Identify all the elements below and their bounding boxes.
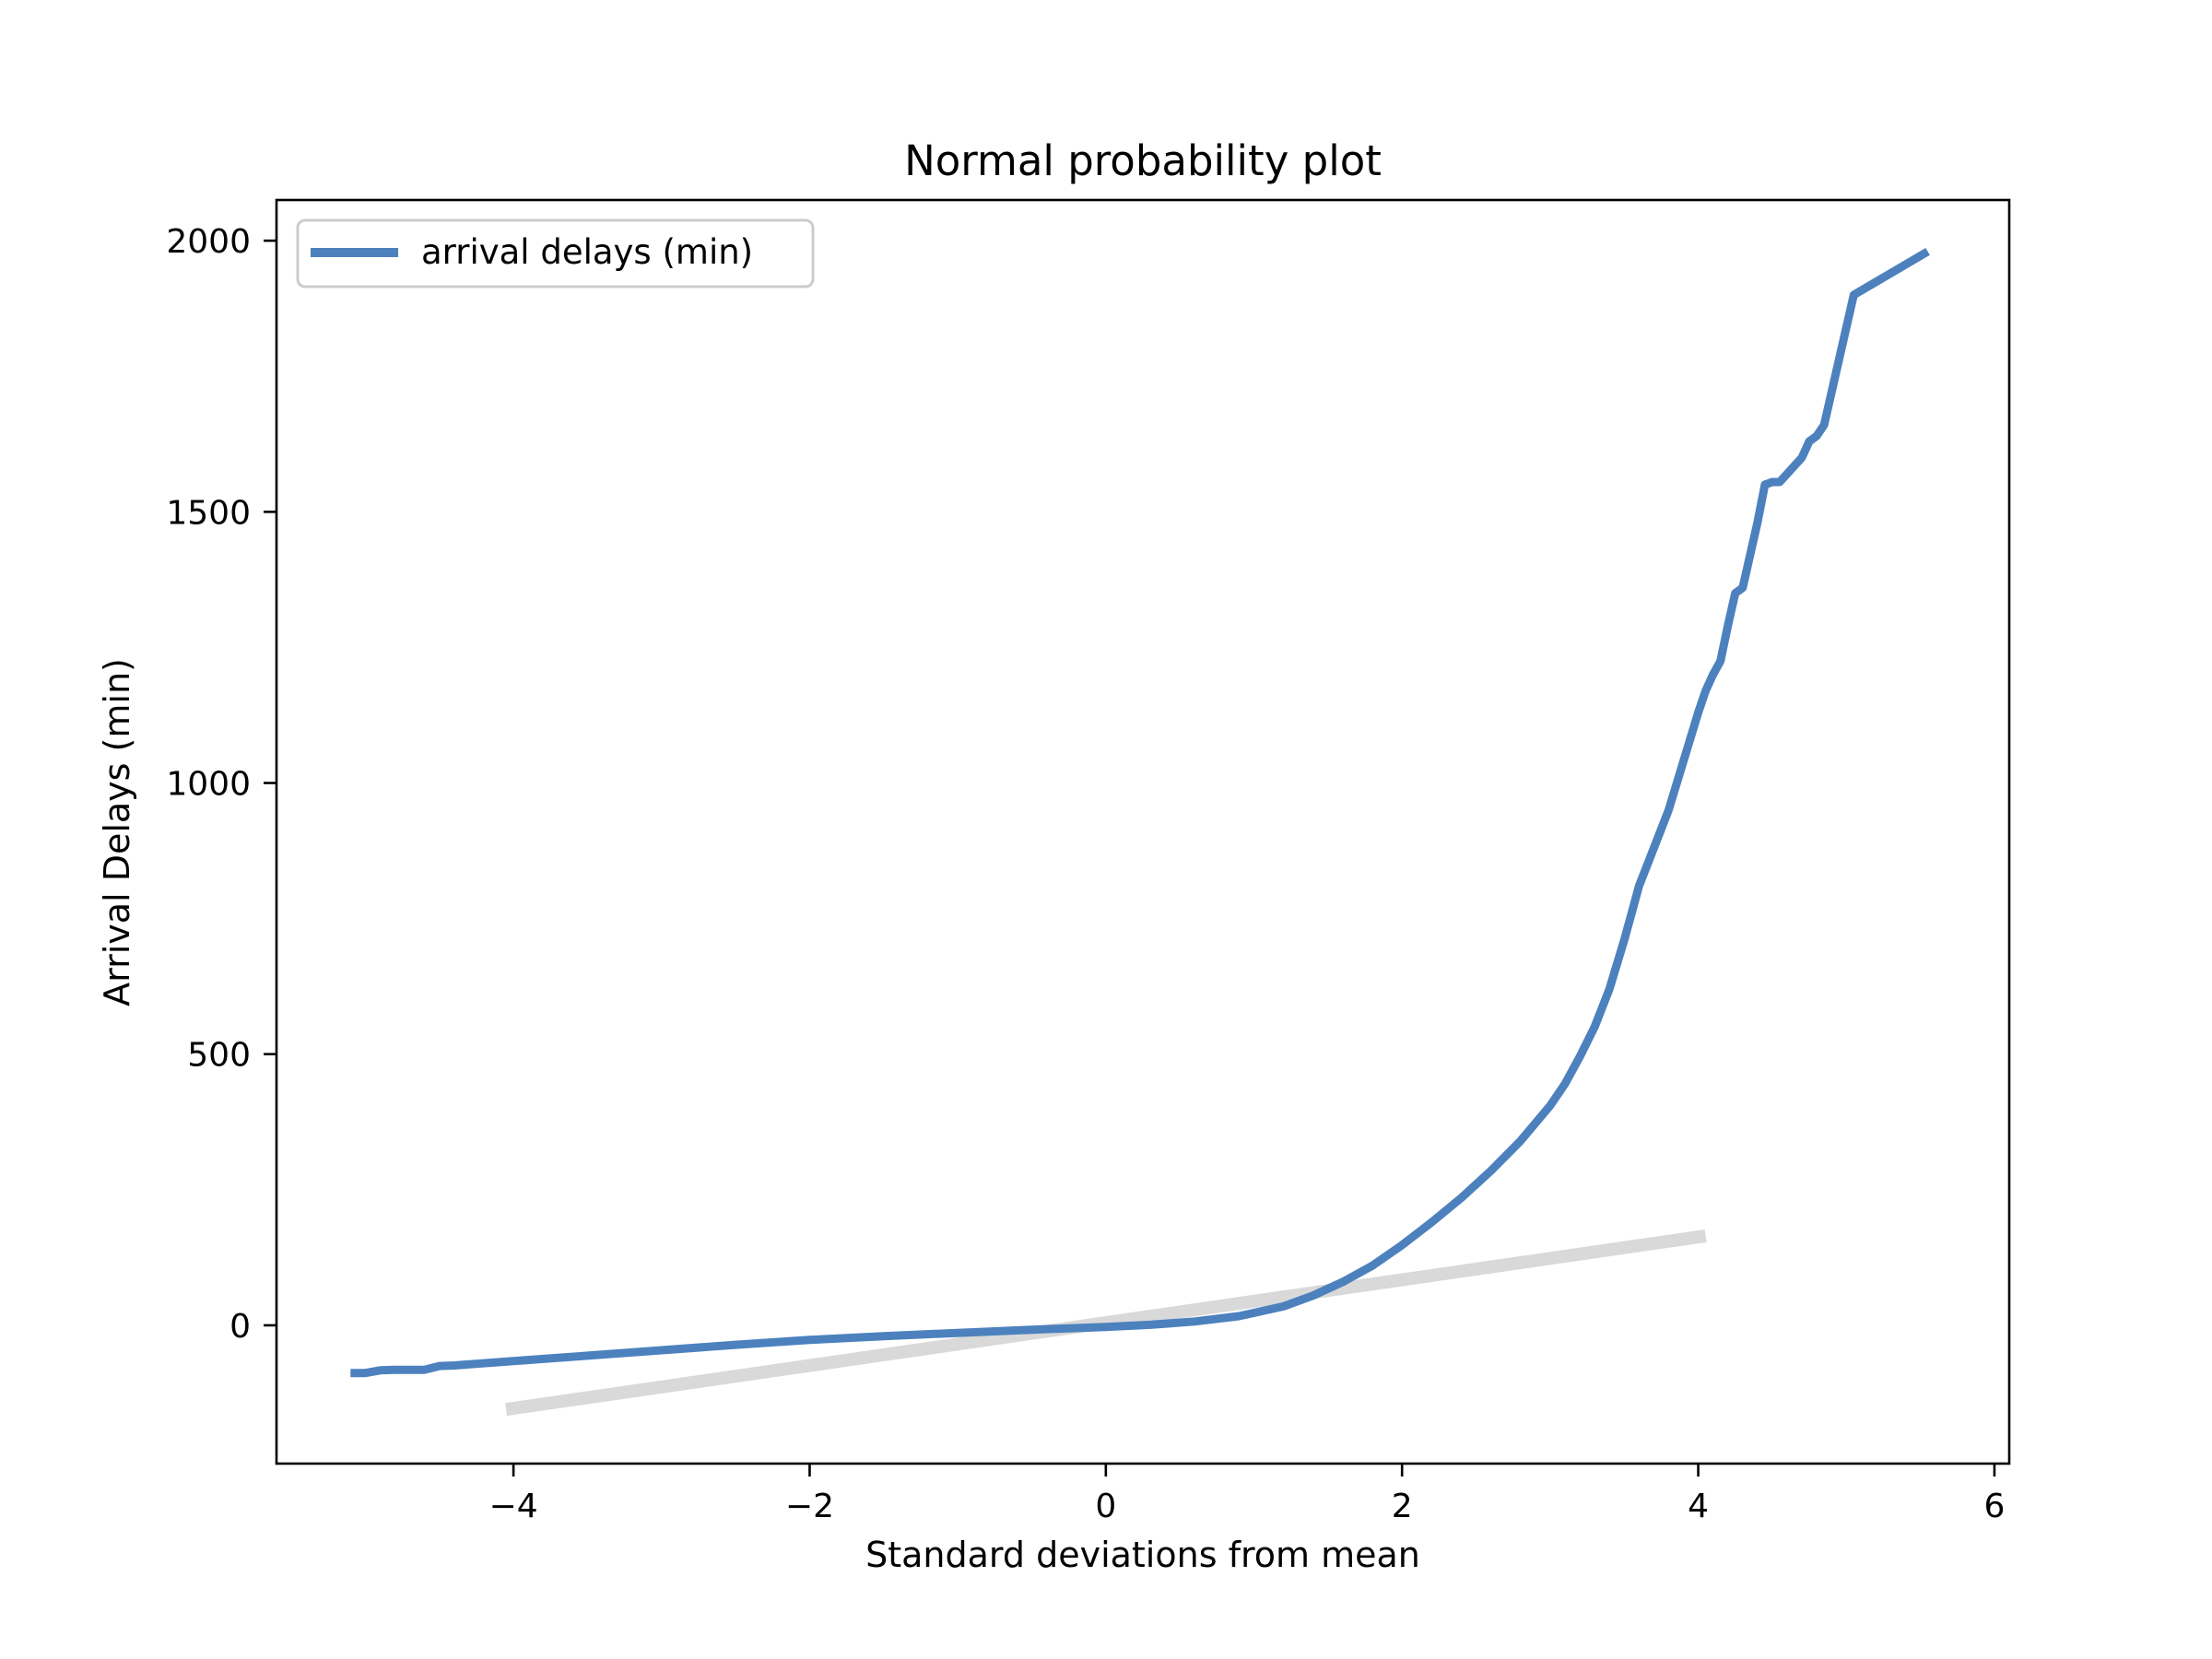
legend: arrival delays (min) <box>296 218 815 288</box>
x-tick-label: 2 <box>1392 1488 1413 1525</box>
y-tick-label: 500 <box>187 1037 251 1075</box>
x-tick-label: −4 <box>489 1488 538 1525</box>
x-tick-label: 6 <box>1983 1488 2005 1525</box>
y-axis: 0 500 1000 1500 2000 <box>166 223 276 1346</box>
y-axis-label: Arrival Delays (min) <box>97 658 137 1006</box>
x-tick-label: 4 <box>1688 1488 1709 1525</box>
series-line-arrival-delays <box>350 248 1930 1378</box>
y-tick-label: 2000 <box>166 223 251 261</box>
plot-area <box>350 248 1930 1417</box>
y-tick-label: 1000 <box>166 766 251 804</box>
plot-frame <box>275 198 2011 1465</box>
chart-title: Normal probability plot <box>904 136 1382 185</box>
y-tick-label: 0 <box>229 1308 251 1346</box>
x-tick-label: −2 <box>785 1488 834 1525</box>
legend-label-arrival-delays: arrival delays (min) <box>421 232 753 272</box>
x-axis-label: Standard deviations from mean <box>865 1535 1420 1575</box>
x-tick-label: 0 <box>1095 1488 1116 1525</box>
legend-box <box>296 218 815 288</box>
x-axis: −4 −2 0 2 4 6 <box>489 1464 2005 1525</box>
y-tick-label: 1500 <box>166 494 251 532</box>
reference-line <box>505 1229 1707 1417</box>
